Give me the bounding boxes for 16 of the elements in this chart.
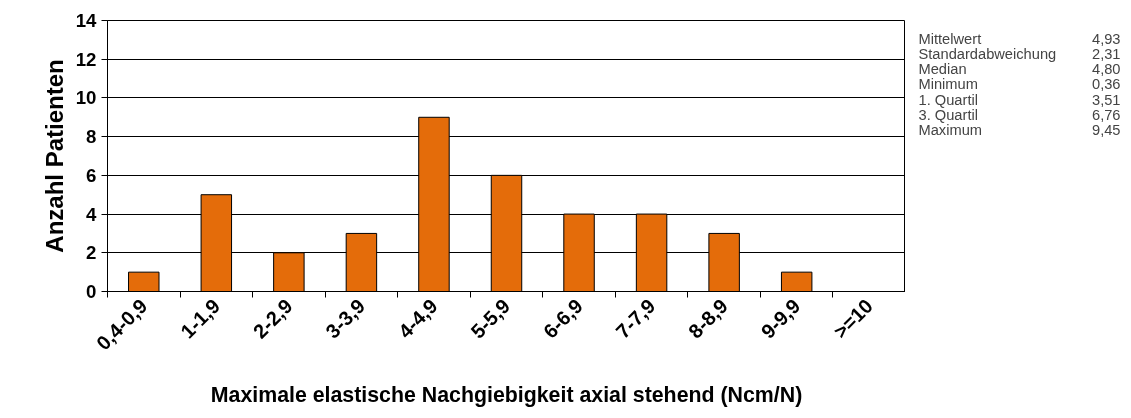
text: Standardabweichung 2,31 [918, 45, 1121, 62]
y-tick-label: 8 [86, 126, 97, 148]
y-tick-label: 6 [86, 164, 97, 186]
text: Minimum 0,36 [918, 76, 1121, 93]
y-tick-label: 4 [86, 203, 98, 225]
y-tick-label: 2 [86, 242, 97, 264]
text: Mittelwert 4,93 [918, 30, 1121, 47]
text: Median 4,80 [918, 61, 1121, 78]
y-tick-label: 12 [75, 48, 97, 70]
text: 1. Quartil 3,51 [918, 91, 1121, 108]
y-tick-label: 14 [75, 10, 98, 31]
y-tick-label: 10 [75, 87, 97, 109]
text: Maximum 9,45 [918, 122, 1121, 139]
y-tick-label: 0 [86, 281, 97, 302]
y-axis-title: Anzahl Patienten [40, 59, 68, 253]
x-axis-title: Maximale elastische Nachgiebigkeit axial stehend (Ncm/N) [210, 383, 803, 408]
